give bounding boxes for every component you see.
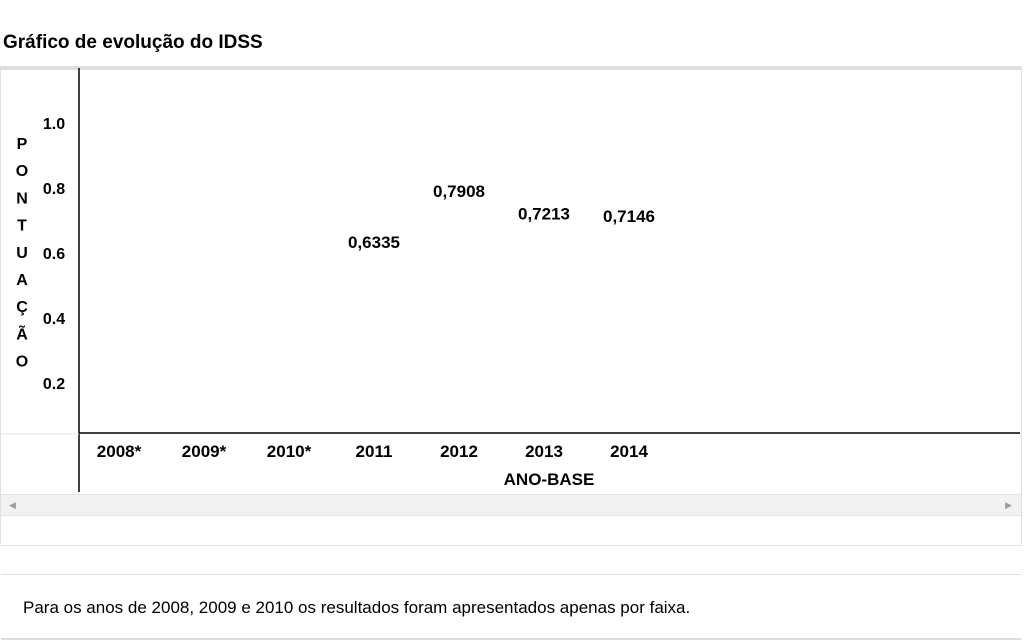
y-tick-labels: 0.2 0.4 0.6 0.8 1.0 — [43, 116, 65, 393]
x-tick-label: 2012 — [440, 442, 478, 461]
y-axis-title-letter: Ã — [16, 323, 28, 343]
x-tick-labels: 2008* 2009* 2010* 2011 2012 2013 2014 — [97, 442, 649, 461]
x-tick-label: 2010* — [267, 442, 312, 461]
data-labels: 0,6335 0,7908 0,7213 0,7146 — [348, 182, 655, 252]
horizontal-scrollbar[interactable]: ◀ ▶ — [1, 494, 1021, 516]
x-tick-label: 2009* — [182, 442, 227, 461]
y-axis-title-letter: A — [16, 272, 28, 289]
y-tick-label: 0.4 — [43, 311, 65, 328]
x-tick-label: 2014 — [610, 442, 648, 461]
data-label: 0,7146 — [603, 207, 655, 226]
chart-frame — [0, 66, 1022, 544]
footnote-text: Para os anos de 2008, 2009 e 2010 os res… — [23, 598, 691, 617]
chart-frame-top-border — [0, 66, 1022, 70]
y-axis-title-letter: Ç — [16, 299, 28, 316]
y-axis-title-letter: P — [17, 136, 28, 153]
y-tick-label: 0.2 — [43, 376, 65, 393]
x-tick-label: 2008* — [97, 442, 142, 461]
x-tick-label: 2011 — [356, 442, 393, 461]
y-axis-title-letter: N — [16, 190, 28, 207]
x-tick-label: 2013 — [525, 442, 563, 461]
chart-title: Gráfico de evolução do IDSS — [3, 32, 263, 53]
y-axis-title-letter: T — [17, 218, 27, 235]
row-divider — [0, 545, 1022, 546]
y-tick-label: 0.8 — [43, 181, 65, 198]
footnote-box: Para os anos de 2008, 2009 e 2010 os res… — [1, 574, 1021, 640]
y-axis-title-letter: U — [16, 245, 28, 262]
y-tick-label: 1.0 — [43, 116, 65, 133]
scroll-right-icon[interactable]: ▶ — [1005, 500, 1012, 510]
y-axis-title-letter: O — [16, 163, 28, 180]
data-label: 0,7213 — [518, 205, 570, 224]
y-axis-title-letter: O — [16, 354, 28, 371]
scroll-left-icon[interactable]: ◀ — [9, 500, 16, 510]
data-label: 0,7908 — [433, 182, 485, 201]
x-axis-title: ANO-BASE — [504, 470, 595, 489]
data-label: 0,6335 — [348, 233, 400, 252]
y-tick-label: 0.6 — [43, 246, 65, 263]
